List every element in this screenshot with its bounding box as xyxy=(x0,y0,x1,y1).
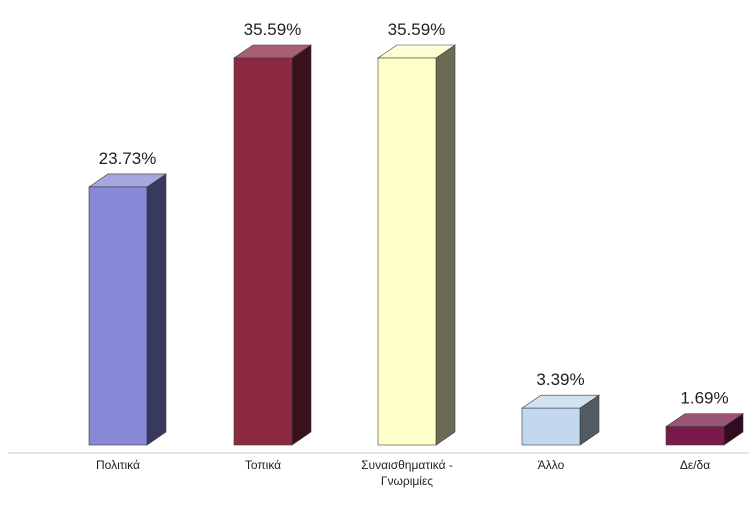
category-label-4: Άλλο xyxy=(538,458,565,472)
value-label-4: 3.39% xyxy=(536,370,584,389)
bar-front-face xyxy=(233,57,293,446)
value-label-1: 23.73% xyxy=(99,149,157,168)
category-label-5: Δε/δα xyxy=(680,458,710,472)
bar-2 xyxy=(233,44,312,446)
labels-layer: 23.73% Πολιτικά 35.59% Τοπικά 35.59% Συναισθη… xyxy=(96,20,729,488)
category-label-3: Συναισθηματικά -Γνωριμίες xyxy=(361,458,453,488)
value-label-2: 35.59% xyxy=(244,20,302,39)
bar-side-face xyxy=(291,44,312,446)
bar-front-face xyxy=(521,407,581,446)
bar-1 xyxy=(88,173,167,446)
bar-4 xyxy=(521,394,600,446)
value-label-5: 1.69% xyxy=(680,389,728,408)
bar-side-face xyxy=(435,44,456,446)
bar-front-face xyxy=(88,186,148,446)
category-label-1: Πολιτικά xyxy=(96,458,140,472)
value-label-3: 35.59% xyxy=(388,20,446,39)
bar-front-face xyxy=(665,426,725,446)
bar-front-face xyxy=(377,57,437,446)
bars-layer xyxy=(88,44,744,446)
bar-side-face xyxy=(146,173,167,446)
bar-3 xyxy=(377,44,456,446)
bar-5 xyxy=(665,413,744,446)
category-label-2: Τοπικά xyxy=(245,458,281,472)
